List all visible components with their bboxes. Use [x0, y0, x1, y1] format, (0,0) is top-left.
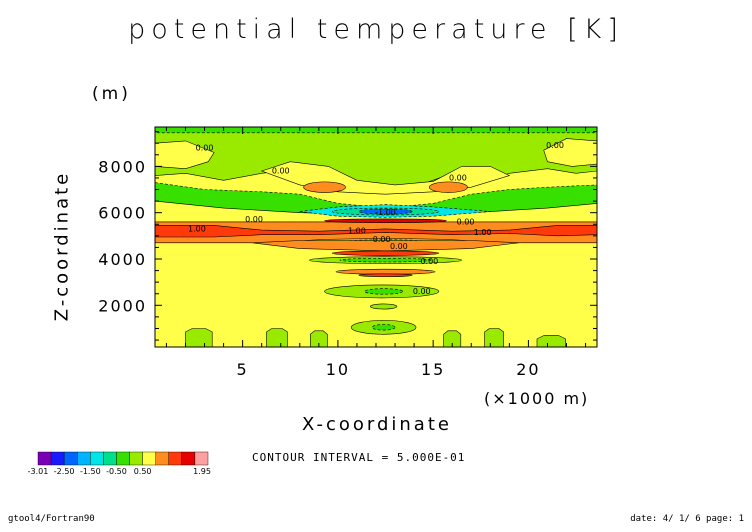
- bottom-green-pillar-4: [443, 330, 462, 347]
- colorbar-label-5: 0.50: [134, 467, 152, 476]
- bottom-green-pillar-5: [484, 328, 504, 347]
- colorbar-swatch-9: [142, 451, 156, 466]
- lower-orange-blob: [335, 268, 436, 275]
- colorbar-label-3: -1.50: [80, 467, 101, 476]
- contour-label-12: 0.00: [390, 242, 408, 251]
- lower-orange-layer: [252, 240, 519, 252]
- colorbar-swatch-11: [168, 451, 183, 466]
- y-tick-label-4: 8000: [98, 157, 147, 176]
- contour-label-11: 0.00: [373, 235, 391, 244]
- y-axis-unit: (m): [92, 84, 131, 104]
- colorbar-swatch-8: [129, 451, 143, 466]
- y-tick-label-2: 4000: [98, 250, 147, 269]
- colorbar-label-2: -2.50: [54, 467, 75, 476]
- bottom-green-pillar-2: [266, 328, 288, 347]
- x-tick-label-3: 15: [421, 360, 445, 379]
- lower-red-blob: [358, 273, 413, 277]
- upper-right-orange-blob: [429, 181, 468, 193]
- colorbar-swatch-1: [37, 451, 52, 466]
- contour-interval-note: CONTOUR INTERVAL = 5.000E-01: [252, 451, 466, 464]
- upper-dark-red-sliver: [324, 218, 447, 223]
- footer-right: date: 4/ 1/ 6 page: 1: [630, 514, 744, 524]
- lower-green-core: [339, 258, 432, 263]
- contour-label-10: 1.00: [474, 228, 492, 237]
- upper-right-yellow: [543, 138, 597, 167]
- contour-label-8: 1.00: [188, 224, 206, 233]
- contour-label-14: 0.00: [413, 287, 431, 296]
- colorbar-swatch-3: [63, 451, 78, 466]
- red-band: [155, 225, 597, 238]
- x-axis-unit: (×1000 m): [484, 389, 590, 408]
- colorbar: -3.01 -2.50 -1.50 -0.50 0.50 1.95: [28, 451, 211, 476]
- colorbar-label-4: -0.50: [106, 467, 127, 476]
- colorbar-swatch-12: [181, 451, 196, 466]
- x-axis-label: X-coordinate: [302, 414, 452, 435]
- bottom-green-pillar-3: [310, 330, 328, 347]
- central-blue-core: [358, 208, 413, 215]
- colorbar-swatch-6: [103, 451, 117, 466]
- upper-left-orange-blob: [303, 181, 346, 193]
- colorbar-swatch-4: [77, 451, 91, 466]
- y-tick-label-3: 6000: [98, 204, 147, 223]
- colorbar-swatch-2: [50, 451, 65, 466]
- colorbar-swatch-5: [90, 451, 104, 466]
- contour-label-4: 0.00: [546, 141, 564, 150]
- contour-label-5: 0.00: [245, 215, 263, 224]
- tiny-green-blob: [369, 303, 398, 310]
- colorbar-swatch-10: [155, 451, 169, 466]
- colorbar-swatch-13: [194, 451, 209, 466]
- upper-dark-green-band: [155, 182, 597, 213]
- bottom-green-pillar-6: [536, 335, 566, 347]
- x-tick-label-2: 10: [326, 360, 350, 379]
- x-tick-label-1: 5: [237, 360, 249, 379]
- bottom-center-core: [371, 324, 396, 331]
- colorbar-swatch-7: [116, 451, 130, 466]
- lower-red-sliver: [331, 250, 440, 256]
- contour-label-9: 1.00: [348, 227, 366, 236]
- y-tick-label-1: 2000: [98, 296, 147, 315]
- colorbar-label-1: -3.01: [28, 467, 49, 476]
- x-tick-label-4: 20: [516, 360, 540, 379]
- upper-left-yellow: [155, 140, 215, 170]
- contour-label-7: -1.00: [375, 208, 396, 217]
- low-green-core: [364, 288, 403, 295]
- contour-label-13: 0.00: [420, 257, 438, 266]
- footer-left: gtool4/Fortran90: [8, 514, 95, 524]
- contour-label-3: 0.00: [449, 173, 467, 182]
- contour-label-1: 0.00: [196, 143, 214, 152]
- chart-title: potential temperature [K]: [128, 14, 624, 45]
- contour-label-2: 0.00: [272, 167, 290, 176]
- bottom-green-pillar-1: [185, 328, 213, 347]
- contour-label-6: 0.00: [457, 217, 475, 226]
- colorbar-label-6: 1.95: [193, 467, 211, 476]
